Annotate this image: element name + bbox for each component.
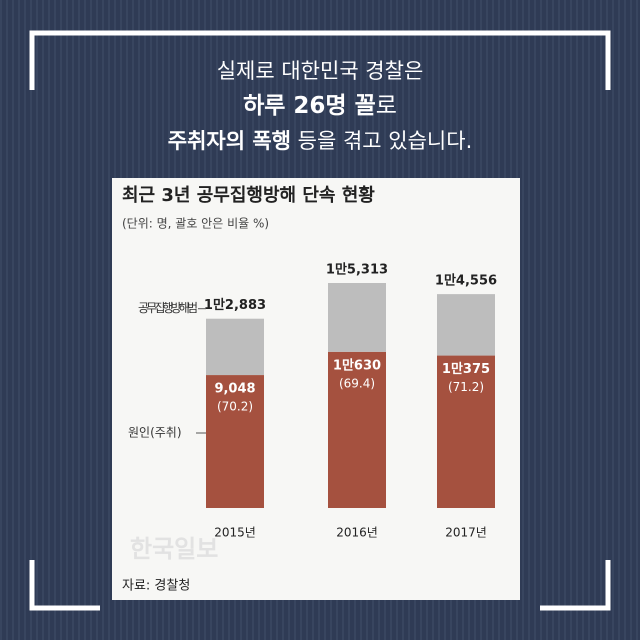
bar-segment [206,375,264,508]
header-rest: 등을 겪고 있습니다. [291,129,472,153]
value-label: 1만630 [333,357,381,373]
header-bold: 하루 26명 꼴 [243,93,376,119]
header-line3: 주취자의 폭행 등을 겪고 있습니다. [168,129,473,153]
bar-segment [328,283,386,352]
x-tick-label: 2017년 [445,526,487,540]
source: 자료: 경찰청 [122,579,190,594]
bar-segment [437,355,495,508]
value-label: 9,048 [214,382,255,397]
watermark: 한국일보 [130,535,218,563]
share-label: (69.4) [339,376,375,390]
total-label: 1만2,883 [204,297,266,313]
series-name: 원인(주취) [128,426,182,440]
x-tick-label: 2016년 [336,526,378,540]
header-line1: 실제로 대한민국 경찰은 [217,59,424,83]
total-label: 1만4,556 [435,273,497,289]
header-rest: 로 [376,93,397,119]
chart-title: 최근 3년 공무집행방해 단속 현황 [122,185,375,206]
x-tick-label: 2015년 [214,526,256,540]
total-label: 1만5,313 [326,262,388,278]
header-line2: 하루 26명 꼴로 [243,93,397,119]
bar-segment [206,318,264,376]
bar-segment [437,294,495,356]
frame [29,30,611,611]
value-label: 1만375 [442,361,490,377]
plot: 9,048 (70.2) 1만2,883 2015년 1만630 (69.4) 1만5,31… [128,262,497,540]
header-bold: 주취자의 폭행 [168,129,291,153]
total-name: 공무집행방해범 [138,300,198,315]
bar-segment [328,351,386,508]
chart-subtitle: (단위: 명, 괄호 안은 비율 %) [122,217,269,231]
share-label: (71.2) [448,380,484,394]
share-label: (70.2) [217,400,253,414]
